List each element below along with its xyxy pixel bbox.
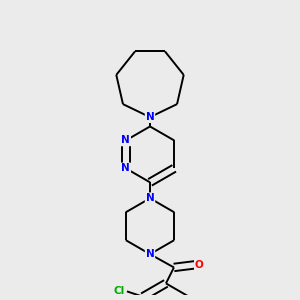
Text: O: O	[195, 260, 204, 270]
Text: N: N	[146, 112, 154, 122]
Text: N: N	[146, 249, 154, 259]
Text: N: N	[122, 164, 130, 173]
Text: N: N	[122, 135, 130, 146]
Text: Cl: Cl	[113, 286, 124, 296]
Text: N: N	[146, 193, 154, 203]
